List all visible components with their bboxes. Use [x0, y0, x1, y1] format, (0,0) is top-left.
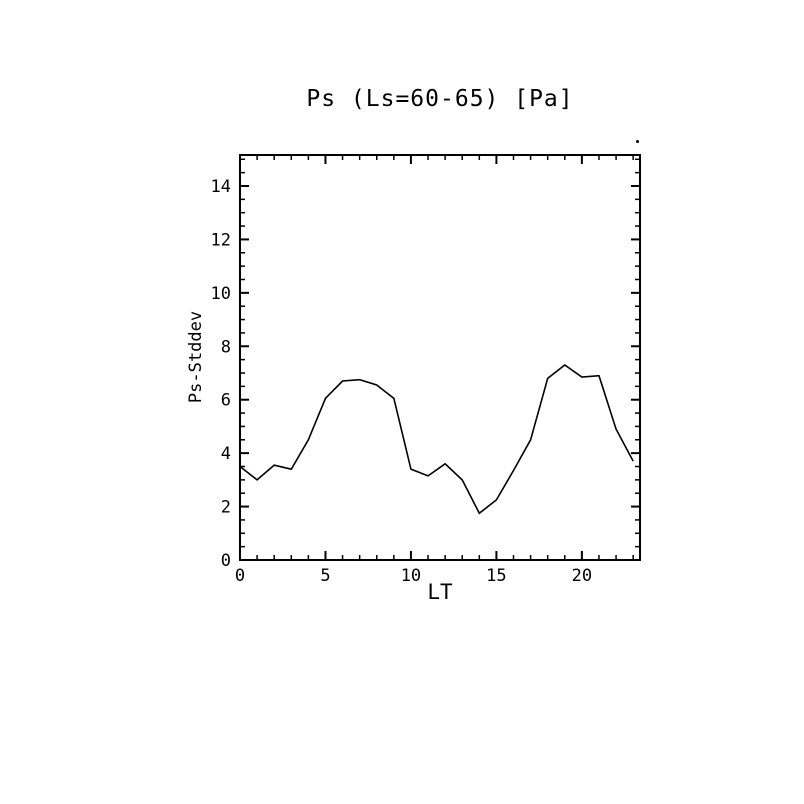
data-line: [239, 363, 634, 515]
chart-title: Ps (Ls=60-65) [Pa]: [306, 86, 574, 112]
x-tick-label: 5: [320, 566, 330, 586]
x-tick-label: 0: [235, 566, 245, 586]
y-tick-label: 6: [221, 391, 231, 411]
y-tick-label: 8: [221, 337, 231, 357]
y-tick-label: 10: [211, 284, 231, 304]
x-axis-label: LT: [427, 580, 453, 604]
y-tick-label: 4: [221, 444, 231, 464]
y-tick-label: 0: [221, 551, 231, 571]
x-tick-label: 15: [486, 566, 506, 586]
x-tick-label: 20: [572, 566, 592, 586]
y-tick-label: 14: [211, 177, 231, 197]
axes-box: [239, 154, 641, 561]
y-tick-label: 12: [211, 230, 231, 250]
y-tick-label: 2: [221, 498, 231, 518]
stray-dot: [636, 140, 639, 143]
x-tick-label: 10: [401, 566, 421, 586]
